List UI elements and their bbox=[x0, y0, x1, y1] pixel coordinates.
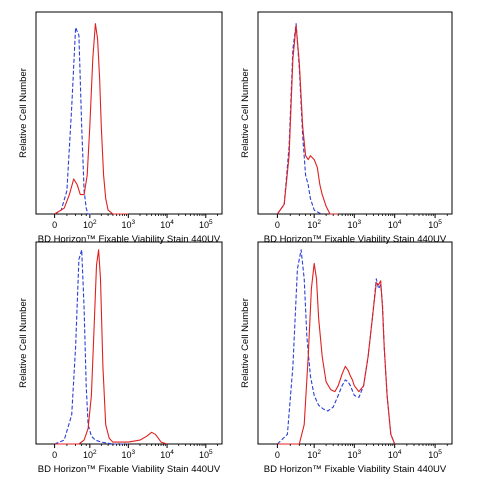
x-axis-label: BD Horizon™ Fixable Viability Stain 440U… bbox=[264, 464, 447, 475]
y-axis-label: Relative Cell Number bbox=[240, 68, 251, 158]
x-tick-label: 103 bbox=[121, 449, 135, 460]
control-histogram-line bbox=[277, 249, 396, 445]
x-tick-label: 0 bbox=[52, 450, 57, 460]
x-tick-label: 104 bbox=[388, 449, 402, 460]
control-histogram-line bbox=[54, 26, 92, 215]
plot-frame bbox=[257, 241, 453, 445]
x-axis-label: BD Horizon™ Fixable Viability Stain 440U… bbox=[264, 234, 447, 245]
x-tick-label: 103 bbox=[347, 449, 361, 460]
x-tick-label: 103 bbox=[347, 219, 361, 230]
x-tick-label: 104 bbox=[160, 449, 174, 460]
plot-frame bbox=[35, 11, 223, 215]
y-axis-label: Relative Cell Number bbox=[18, 68, 29, 158]
y-axis-label: Relative Cell Number bbox=[18, 298, 29, 388]
x-tick-label: 105 bbox=[428, 449, 442, 460]
panel-bottom-left: 0 102 103 104 105 BD Horizon™ Fixable Viabili… bbox=[18, 241, 223, 475]
x-tick-label: 104 bbox=[388, 219, 402, 230]
x-axis-label: BD Horizon™ Fixable Viability Stain 440U… bbox=[38, 234, 221, 245]
stained-histogram-line bbox=[276, 25, 339, 215]
x-tick-label: 0 bbox=[52, 220, 57, 230]
x-tick-label: 103 bbox=[121, 219, 135, 230]
x-tick-label: 102 bbox=[83, 219, 97, 230]
stained-histogram-line bbox=[54, 23, 129, 215]
x-tick-label: 0 bbox=[275, 220, 280, 230]
x-tick-label: 104 bbox=[160, 219, 174, 230]
stained-histogram-line bbox=[54, 249, 168, 445]
y-axis-label: Relative Cell Number bbox=[240, 298, 251, 388]
panel-top-right: 0 102 103 104 105 BD Horizon™ Fixable Viabili… bbox=[240, 11, 453, 245]
control-histogram-line bbox=[276, 23, 322, 215]
x-tick-label: 105 bbox=[199, 219, 213, 230]
stained-histogram-line bbox=[277, 262, 396, 445]
x-axis-label: BD Horizon™ Fixable Viability Stain 440U… bbox=[38, 464, 221, 475]
x-tick-label: 102 bbox=[83, 449, 97, 460]
plot-frame bbox=[257, 11, 453, 215]
x-tick-label: 102 bbox=[307, 449, 321, 460]
x-tick-label: 0 bbox=[275, 450, 280, 460]
panel-bottom-right: 0 102 103 104 105 BD Horizon™ Fixable Viabili… bbox=[240, 241, 453, 475]
control-histogram-line bbox=[54, 249, 129, 445]
x-tick-label: 105 bbox=[428, 219, 442, 230]
x-tick-label: 105 bbox=[199, 449, 213, 460]
plot-frame bbox=[35, 241, 223, 445]
x-tick-label: 102 bbox=[307, 219, 321, 230]
panel-top-left: 0 102 103 104 105 BD Horizon™ Fixable Viabili… bbox=[18, 11, 223, 245]
